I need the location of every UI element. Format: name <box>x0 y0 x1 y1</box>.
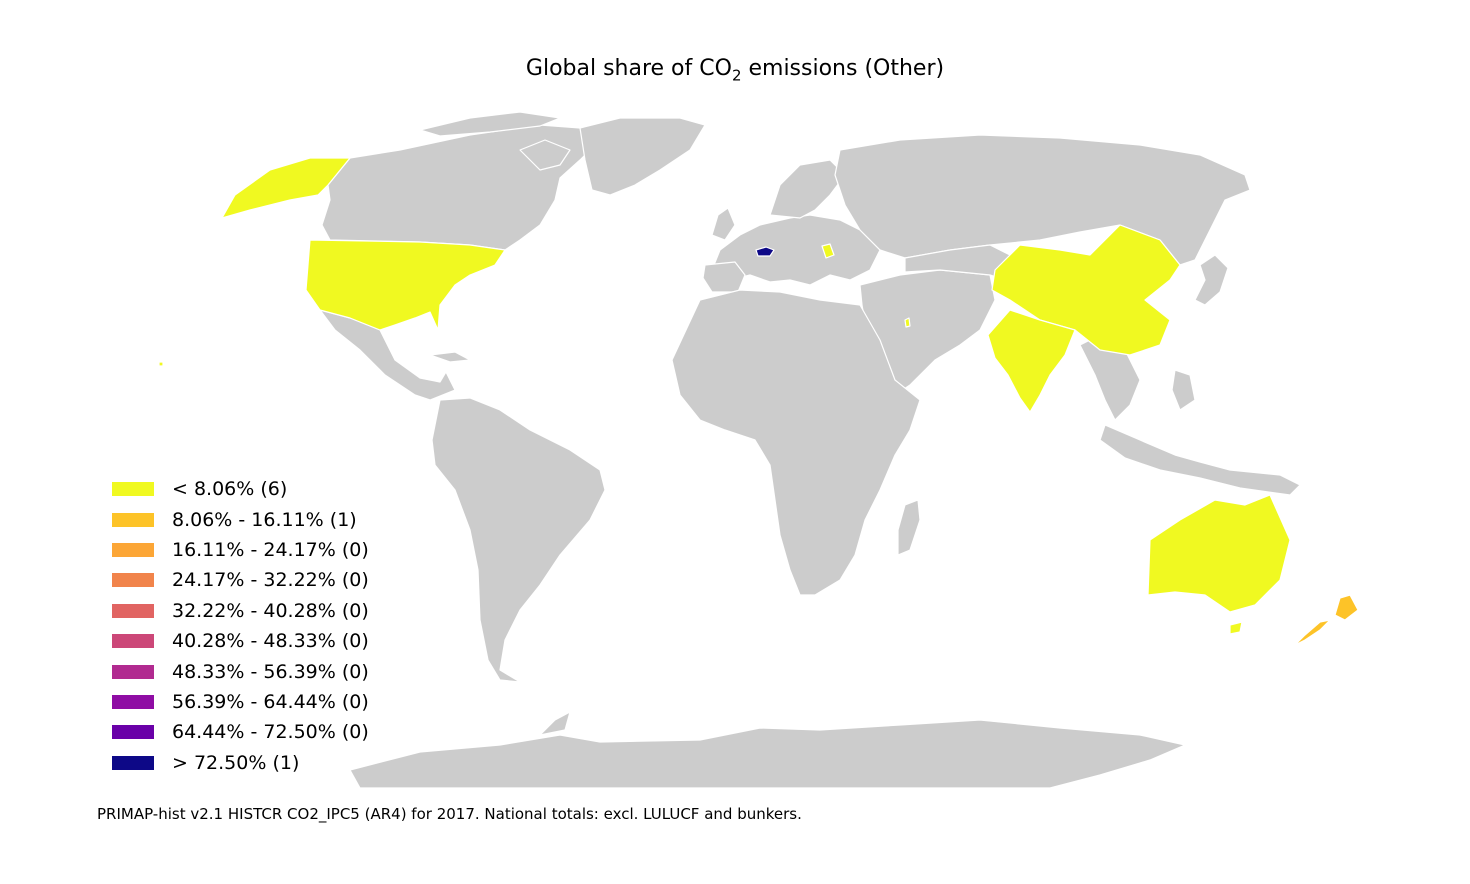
legend-swatch <box>112 573 154 588</box>
legend-label: 8.06% - 16.11% (1) <box>172 508 357 531</box>
legend-item: 32.22% - 40.28% (0) <box>112 596 369 626</box>
land-philippines <box>1171 369 1196 411</box>
land-japan <box>1194 254 1229 306</box>
land-caribbean <box>429 351 471 363</box>
region-united-states <box>305 239 506 331</box>
legend: < 8.06% (6) 8.06% - 16.11% (1) 16.11% - 24… <box>112 474 369 778</box>
legend-swatch <box>112 664 154 679</box>
region-new-zealand <box>1334 594 1359 621</box>
land-madagascar <box>897 499 921 556</box>
land-arctic-islands <box>419 111 561 137</box>
land-iberia <box>702 261 746 293</box>
region-hawaii <box>158 361 164 367</box>
land-uk <box>711 207 736 241</box>
legend-swatch <box>112 725 154 740</box>
land-indonesia <box>1099 424 1301 496</box>
legend-label: 56.39% - 64.44% (0) <box>172 690 369 713</box>
source-note: PRIMAP-hist v2.1 HISTCR CO2_IPC5 (AR4) f… <box>97 805 802 823</box>
legend-label: 32.22% - 40.28% (0) <box>172 599 369 622</box>
land-africa <box>671 289 921 596</box>
land-canada <box>321 124 601 251</box>
legend-swatch <box>112 512 154 527</box>
region-australia <box>1147 494 1291 613</box>
land-scandinavia <box>769 159 846 219</box>
map-title: Global share of CO2 emissions (Other) <box>525 56 945 85</box>
legend-item: 64.44% - 72.50% (0) <box>112 717 369 747</box>
legend-swatch <box>112 694 154 709</box>
region-tasmania <box>1229 621 1243 635</box>
legend-item: 48.33% - 56.39% (0) <box>112 656 369 686</box>
legend-swatch <box>112 603 154 618</box>
region-alaska <box>221 157 351 219</box>
legend-item: 8.06% - 16.11% (1) <box>112 504 369 534</box>
legend-label: 64.44% - 72.50% (0) <box>172 721 369 744</box>
land-greenland <box>579 117 706 196</box>
region-new-zealand-south <box>1294 619 1331 646</box>
legend-label: 24.17% - 32.22% (0) <box>172 569 369 592</box>
region-india <box>987 309 1076 413</box>
legend-item: > 72.50% (1) <box>112 748 369 778</box>
region-qatar <box>904 317 911 328</box>
legend-label: 16.11% - 24.17% (0) <box>172 538 369 561</box>
legend-label: > 72.50% (1) <box>172 751 300 774</box>
land-europe <box>711 214 881 286</box>
region-switzerland <box>755 246 775 257</box>
legend-item: 56.39% - 64.44% (0) <box>112 687 369 717</box>
legend-item: < 8.06% (6) <box>112 474 369 504</box>
land-russia <box>834 134 1251 266</box>
land-antarctica <box>349 719 1186 789</box>
legend-item: 16.11% - 24.17% (0) <box>112 535 369 565</box>
legend-swatch <box>112 634 154 649</box>
land-south-america <box>431 397 606 683</box>
legend-label: < 8.06% (6) <box>172 478 288 501</box>
legend-swatch <box>112 755 154 770</box>
legend-label: 48.33% - 56.39% (0) <box>172 660 369 683</box>
legend-label: 40.28% - 48.33% (0) <box>172 630 369 653</box>
legend-item: 40.28% - 48.33% (0) <box>112 626 369 656</box>
land-mexico <box>319 309 456 401</box>
region-china <box>991 224 1181 356</box>
region-moldova <box>821 243 835 259</box>
land-antarctic-peninsula <box>539 711 571 736</box>
legend-item: 24.17% - 32.22% (0) <box>112 565 369 595</box>
land-baffin <box>519 139 571 171</box>
legend-swatch <box>112 482 154 497</box>
legend-swatch <box>112 542 154 557</box>
